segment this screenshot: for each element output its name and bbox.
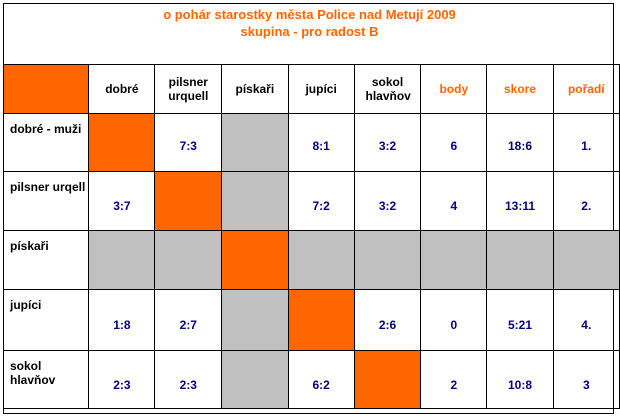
table-row: pilsner urqell 3:7 7:2 3:2 4 13:11 2.: [2, 171, 620, 231]
body-cell: 2: [420, 350, 488, 409]
score-cell: 8:1: [287, 113, 355, 172]
table-row: dobré - muži 7:3 8:1 3:2 6 18:6 1.: [2, 113, 620, 172]
header-jupici: jupíci: [287, 64, 355, 114]
table-row: jupíci 1:8 2:7 2:6 0 5:21 4.: [2, 289, 620, 351]
header-skore: skore: [486, 64, 554, 114]
row-label: sokol hlavňov: [2, 350, 90, 409]
empty-cell: [552, 230, 620, 290]
empty-cell: [287, 230, 355, 290]
score-cell: 1:8: [88, 289, 156, 351]
body-cell: 6: [420, 113, 488, 172]
empty-cell: [221, 113, 289, 172]
body-cell: 4: [420, 171, 488, 231]
poradi-cell: 2.: [552, 171, 620, 231]
header-sokol-hlavnov: sokol hlavňov: [353, 64, 422, 114]
self-match-cell: [88, 113, 156, 172]
skore-cell: 5:21: [486, 289, 554, 351]
score-cell: 7:2: [287, 171, 355, 231]
empty-cell: [221, 350, 289, 409]
title-line-1: o pohár starostky města Police nad Metuj…: [163, 7, 456, 22]
self-match-cell: [154, 171, 223, 231]
header-piskari: pískaři: [221, 64, 289, 114]
table-row: pískaři: [2, 230, 620, 290]
self-match-cell: [287, 289, 355, 351]
score-cell: 7:3: [154, 113, 223, 172]
score-cell: 2:3: [154, 350, 223, 409]
header-poradi: pořadí: [552, 64, 620, 114]
score-cell: 6:2: [287, 350, 355, 409]
header-pilsner-urquell: pilsner urquell: [154, 64, 223, 114]
poradi-cell: 1.: [552, 113, 620, 172]
header-sokol-hlavnov-label: sokol hlavňov: [365, 75, 411, 103]
header-dobre: dobré: [88, 64, 156, 114]
corner-cell: [2, 64, 90, 114]
title-block: o pohár starostky města Police nad Metuj…: [4, 6, 615, 40]
empty-cell: [420, 230, 488, 290]
header-row: dobré pilsner urquell pískaři jupíci sok…: [2, 64, 620, 114]
empty-cell: [221, 171, 289, 231]
empty-cell: [221, 289, 289, 351]
poradi-cell: 4.: [552, 289, 620, 351]
self-match-cell: [221, 230, 289, 290]
poradi-cell: 3: [552, 350, 620, 409]
empty-cell: [353, 230, 422, 290]
header-body: body: [420, 64, 488, 114]
empty-cell: [154, 230, 223, 290]
table-row: sokol hlavňov 2:3 2:3 6:2 2 10:8 3: [2, 350, 620, 409]
score-cell: 3:7: [88, 171, 156, 231]
score-cell: 2:3: [88, 350, 156, 409]
results-table: dobré pilsner urquell pískaři jupíci sok…: [2, 64, 620, 409]
empty-cell: [88, 230, 156, 290]
self-match-cell: [353, 350, 422, 409]
skore-cell: 10:8: [486, 350, 554, 409]
score-cell: 2:6: [353, 289, 422, 351]
header-pilsner-urquell-label: pilsner urquell: [168, 75, 209, 103]
row-label: jupíci: [2, 289, 90, 351]
score-cell: 2:7: [154, 289, 223, 351]
skore-cell: 13:11: [486, 171, 554, 231]
empty-cell: [486, 230, 554, 290]
body-cell: 0: [420, 289, 488, 351]
title-line-2: skupina - pro radost B: [240, 24, 379, 39]
row-label: dobré - muži: [2, 113, 90, 172]
skore-cell: 18:6: [486, 113, 554, 172]
score-cell: 3:2: [353, 171, 422, 231]
row-label: pilsner urqell: [2, 171, 90, 231]
row-label: pískaři: [2, 230, 90, 290]
score-cell: 3:2: [353, 113, 422, 172]
